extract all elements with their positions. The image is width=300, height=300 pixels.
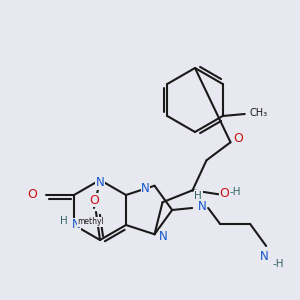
Text: H: H [60,216,68,226]
Text: O: O [220,187,230,200]
Text: O: O [89,194,99,206]
Text: N: N [198,200,206,214]
Text: -H: -H [230,187,241,197]
Text: N: N [72,218,80,232]
Text: N: N [159,230,168,243]
Text: N: N [260,250,268,262]
Text: O: O [234,132,243,145]
Text: N: N [141,182,150,195]
Text: methyl: methyl [78,218,104,226]
Text: O: O [27,188,37,202]
Text: N: N [96,176,104,190]
Text: CH₃: CH₃ [250,108,268,118]
Text: H: H [194,191,202,201]
Text: -H: -H [272,259,284,269]
